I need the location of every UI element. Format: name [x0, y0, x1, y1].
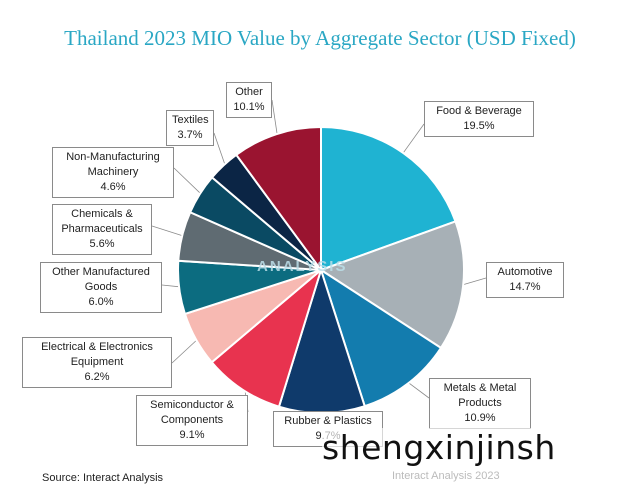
slice-label: Non-Manufacturing Machinery 4.6%	[52, 147, 174, 198]
slice-label: Other 10.1%	[226, 82, 272, 118]
leader-line	[173, 167, 204, 197]
slice-label: Semiconductor & Components 9.1%	[136, 395, 248, 446]
slice-label-name: Other	[235, 86, 263, 98]
slice-label-name: Semiconductor & Components	[150, 399, 234, 426]
slice-label: Electrical & Electronics Equipment 6.2%	[22, 337, 172, 388]
slice-label-value: 10.1%	[233, 101, 265, 113]
slice-label-value: 9.1%	[179, 429, 205, 441]
slice-label: Food & Beverage 19.5%	[424, 101, 534, 137]
slice-label: Textiles 3.7%	[166, 110, 214, 146]
leader-line	[171, 337, 200, 364]
source-note: Source: Interact Analysis	[42, 472, 164, 484]
slice-label: Metals & Metal Products 10.9%	[429, 378, 531, 429]
slice-label: Other Manufactured Goods 6.0%	[40, 262, 162, 313]
slice-label-name: Textiles	[172, 114, 209, 126]
footer-note: Interact Analysis 2023	[392, 470, 500, 482]
slice-label-value: 4.6%	[100, 181, 126, 193]
slice-label-value: 6.2%	[84, 371, 110, 383]
pie-slice	[210, 267, 323, 408]
pie-slice	[319, 267, 443, 408]
slice-label-name: Metals & Metal Products	[443, 382, 517, 409]
slice-label-value: 10.9%	[464, 412, 496, 424]
slice-label-name: Non-Manufacturing Machinery	[66, 151, 160, 178]
slice-label-name: Rubber & Plastics	[284, 415, 372, 427]
slice-label-name: Chemicals & Pharmaceuticals	[61, 208, 143, 235]
slice-label-name: Automotive	[497, 266, 553, 278]
leader-line	[213, 132, 227, 169]
pie-slice	[318, 220, 465, 350]
slice-label: Automotive 14.7%	[486, 262, 564, 298]
pie-slice	[234, 125, 322, 274]
watermark-text: shengxinjinsh	[322, 428, 556, 467]
slice-label-value: 6.0%	[88, 296, 114, 308]
slice-label-value: 5.6%	[89, 238, 115, 250]
slice-label-name: Food & Beverage	[436, 105, 522, 117]
slice-label-name: Other Manufactured Goods	[52, 266, 150, 293]
leader-line	[271, 99, 279, 138]
interact-analysis-logo: ANALYSIS	[257, 258, 348, 275]
slice-label-value: 14.7%	[509, 281, 541, 293]
pie-slice	[320, 125, 457, 272]
pie-slices	[177, 125, 465, 414]
leader-line	[151, 225, 187, 238]
leader-line	[400, 123, 425, 157]
slice-label: Chemicals & Pharmaceuticals 5.6%	[52, 204, 152, 255]
slice-label-value: 3.7%	[177, 129, 203, 141]
chart-title: Thailand 2023 MIO Value by Aggregate Sec…	[64, 26, 576, 50]
slice-label-name: Electrical & Electronics Equipment	[41, 341, 153, 368]
slice-label-value: 19.5%	[463, 120, 495, 132]
